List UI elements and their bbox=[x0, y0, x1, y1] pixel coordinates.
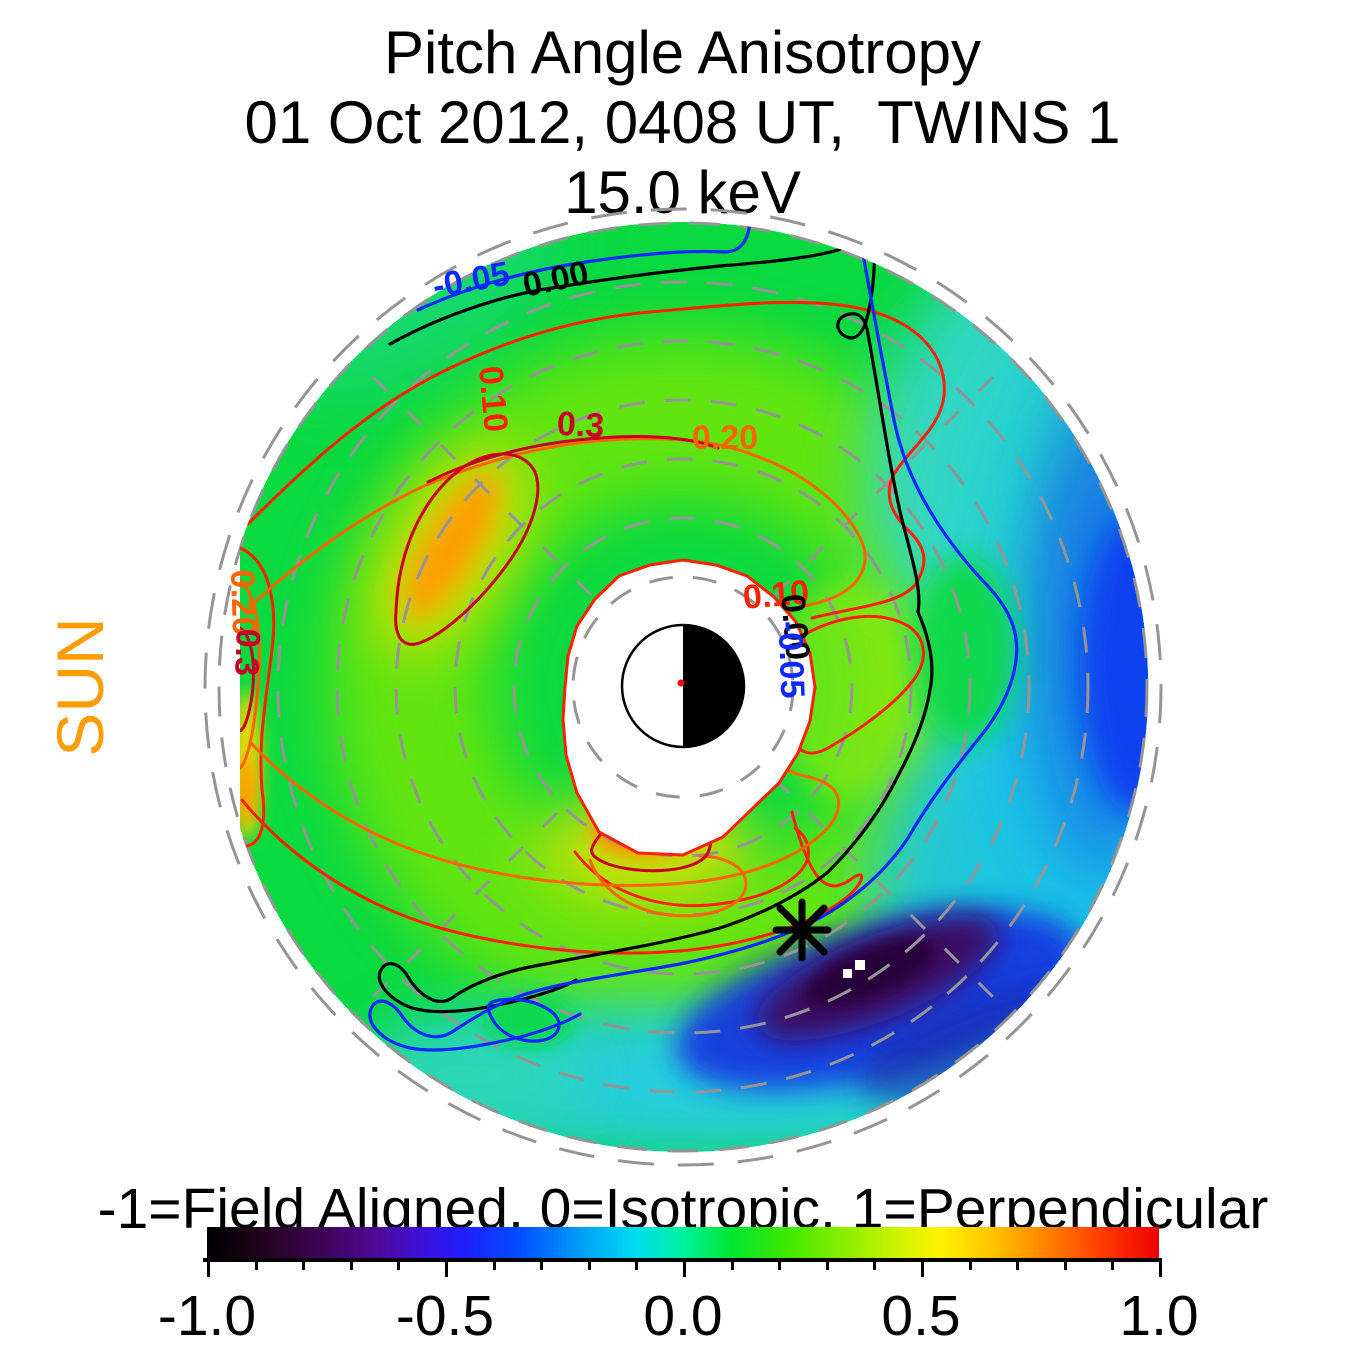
contour-000 bbox=[377, 222, 934, 1014]
contour-lines bbox=[240, 222, 1019, 1052]
colorbar-minor-tick bbox=[730, 1261, 734, 1270]
contour-label: 0.10 bbox=[471, 364, 515, 433]
colorbar-minor-tick bbox=[778, 1261, 782, 1270]
colorbar-minor-tick bbox=[635, 1261, 639, 1270]
colorbar-major-tick bbox=[207, 1261, 210, 1277]
contour-label: 0.3 bbox=[227, 628, 267, 677]
earth-glyph bbox=[620, 623, 746, 749]
colorbar-major-tick bbox=[683, 1261, 686, 1277]
colorbar-minor-tick bbox=[492, 1261, 496, 1270]
colorbar-axis bbox=[203, 1258, 1162, 1262]
colorbar-tick-label: 0.0 bbox=[643, 1284, 723, 1348]
anisotropy-field bbox=[240, 222, 1149, 1153]
colorbar-minor-tick bbox=[349, 1261, 353, 1270]
colorbar-tick-label: 1.0 bbox=[1119, 1284, 1199, 1348]
colorbar-minor-tick bbox=[968, 1261, 972, 1270]
colorbar-tick-label: -1.0 bbox=[157, 1284, 257, 1348]
contour-label: 0.20 bbox=[223, 569, 263, 636]
title-datetime: 01 Oct 2012, 0408 UT, TWINS 1 bbox=[244, 89, 1121, 156]
colorbar-minor-tick bbox=[1111, 1261, 1115, 1270]
inner-dashed-ring bbox=[571, 575, 795, 799]
colorbar-minor-tick bbox=[587, 1261, 591, 1270]
colorbar-minor-tick bbox=[1016, 1261, 1020, 1270]
colorbar-major-tick bbox=[1159, 1261, 1162, 1277]
colorbar-tick-label: 0.5 bbox=[881, 1284, 961, 1348]
colorbar-minor-tick bbox=[825, 1261, 829, 1270]
colorbar-minor-tick bbox=[873, 1261, 877, 1270]
contour-m005 bbox=[368, 222, 1019, 1052]
earth-night-half bbox=[683, 625, 744, 747]
star-marker bbox=[772, 898, 832, 962]
contour-label: 0.20 bbox=[692, 419, 758, 457]
colorbar-minor-tick bbox=[254, 1261, 258, 1270]
contour-label: 0.10 bbox=[741, 573, 810, 617]
contour-03 bbox=[240, 434, 720, 873]
colorbar-tick-label: -0.5 bbox=[395, 1284, 495, 1348]
colorbar-major-tick bbox=[445, 1261, 448, 1277]
colorbar-minor-tick bbox=[302, 1261, 306, 1270]
colorbar bbox=[207, 1227, 1159, 1258]
l-shell-grid bbox=[203, 207, 1163, 1167]
title-energy: 15.0 keV bbox=[564, 159, 801, 226]
white-dot-markers bbox=[843, 960, 865, 978]
colorbar-minor-tick bbox=[397, 1261, 401, 1270]
contour-label: 0.00 bbox=[773, 592, 817, 661]
contour-label: -0.05 bbox=[771, 620, 812, 699]
page-title: Pitch Angle Anisotropy bbox=[383, 19, 982, 86]
contour-010 bbox=[240, 300, 946, 955]
colorbar-minor-tick bbox=[540, 1261, 544, 1270]
colorbar-major-tick bbox=[921, 1261, 924, 1277]
outer-boundary-ring bbox=[203, 207, 1163, 1167]
radial-spokes bbox=[349, 353, 1017, 1021]
earth-center-dot bbox=[677, 679, 685, 687]
colorbar-minor-tick bbox=[1063, 1261, 1067, 1270]
contour-label: 0.3 bbox=[556, 405, 605, 445]
contour-labels: -0.05 0.000.10 0.3 0.200.200.30.100.00-0.05 bbox=[223, 254, 817, 699]
